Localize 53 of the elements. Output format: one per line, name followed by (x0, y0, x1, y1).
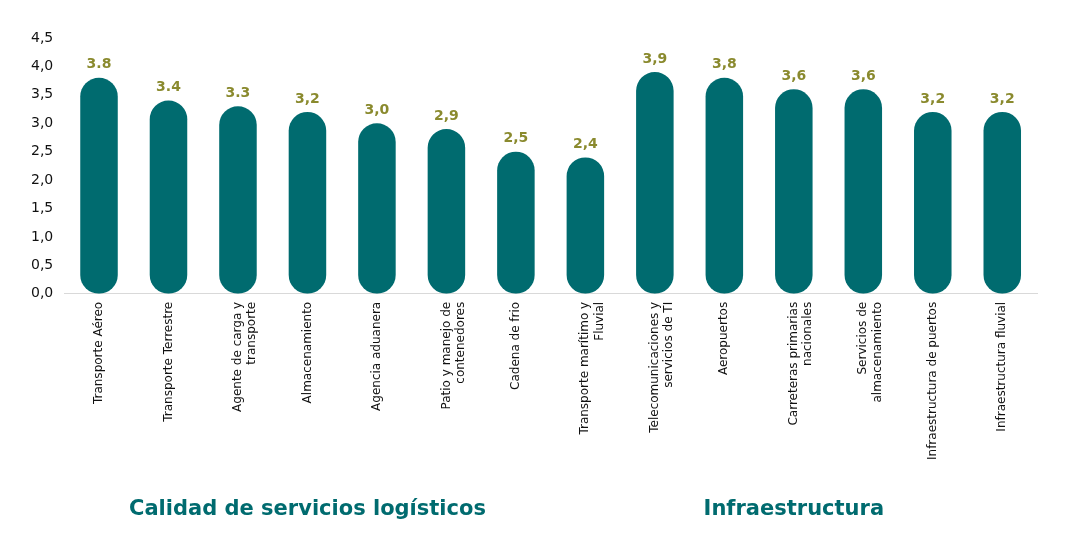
x-tick-label: Transporte Aéreo (91, 301, 106, 406)
x-tick-label: Aeropuertos (716, 301, 731, 376)
bar (983, 111, 1022, 294)
y-tick-label: 2,0 (31, 170, 54, 187)
data-label: 3,8 (711, 55, 737, 72)
y-tick-label: 0,5 (31, 256, 54, 273)
bar (149, 100, 188, 294)
data-label: 3.8 (86, 55, 112, 72)
bar (914, 111, 952, 294)
x-tick-label: Infraestructura fluvial (994, 301, 1009, 432)
x-tick-label: Almacenamiento (299, 301, 314, 404)
bar (705, 77, 744, 294)
data-label: 2,5 (503, 129, 529, 146)
y-tick-label: 1,5 (31, 199, 54, 216)
data-label: 3,2 (920, 89, 946, 106)
data-label: 3,6 (850, 66, 876, 83)
x-tick-label: Agente de carga y transporte (230, 301, 259, 412)
data-label: 3.3 (225, 83, 251, 100)
data-label: 3,2 (989, 89, 1015, 106)
data-label: 3,6 (781, 66, 807, 83)
bar (775, 89, 813, 294)
y-tick-label: 1,0 (31, 227, 54, 244)
bar (497, 151, 535, 294)
bar (80, 77, 118, 294)
data-label: 2,9 (434, 106, 459, 123)
y-tick-label: 4,0 (31, 57, 54, 74)
data-label: 3.4 (156, 78, 182, 95)
bar (358, 123, 396, 294)
x-tick-label: Patio y manejo de contenedores (438, 301, 467, 410)
x-tick-label: Infraestructura de puertos (924, 301, 939, 461)
data-label: 3,9 (642, 49, 668, 66)
bar (844, 89, 883, 294)
y-tick-label: 0,0 (31, 284, 54, 301)
x-tick-label: Cadena de frio (508, 301, 523, 390)
y-tick-label: 3,0 (31, 113, 54, 130)
x-tick-label: Agencia aduanera (369, 301, 384, 411)
bar (566, 157, 605, 294)
bar (636, 72, 674, 294)
bar (219, 106, 257, 294)
data-label: 3,0 (364, 100, 390, 117)
x-tick-label: Transporte marítimo y Fluvial (577, 301, 606, 436)
data-label: 3,2 (295, 89, 320, 106)
data-label: 2,4 (572, 135, 599, 152)
bar (288, 111, 327, 294)
y-tick-label: 3,5 (31, 85, 54, 102)
y-tick-label: 4,5 (31, 28, 54, 45)
bar (427, 128, 466, 294)
text: Calidad de servicios logísticos (128, 496, 486, 521)
x-tick-label: Carreteras primarias nacionales (785, 301, 815, 426)
x-tick-label: Telecomunicaciones y servicios de TI (646, 301, 676, 434)
text: Infraestructura (703, 496, 885, 521)
y-tick-label: 2,5 (31, 142, 54, 159)
x-tick-label: Transporte Terrestre (160, 301, 175, 423)
